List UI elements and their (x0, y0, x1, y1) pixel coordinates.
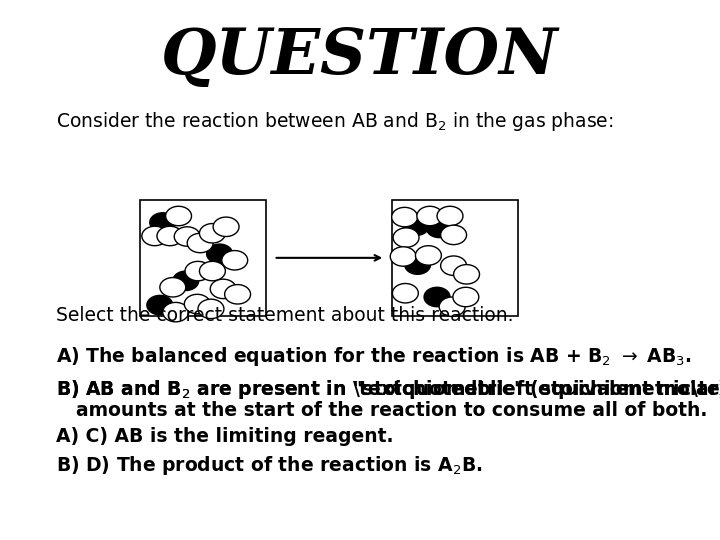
Bar (392, 200, 518, 316)
Circle shape (207, 244, 233, 264)
Circle shape (441, 256, 467, 275)
Text: B) AB and B$_2$ are present in "stoichiometric" (equivalent molar): B) AB and B$_2$ are present in "stoichio… (56, 379, 720, 401)
Circle shape (415, 246, 441, 265)
Circle shape (213, 217, 239, 237)
Circle shape (392, 284, 418, 303)
Text: amounts at the start of the reaction to consume all of both.: amounts at the start of the reaction to … (76, 401, 707, 420)
Circle shape (405, 255, 431, 274)
Circle shape (454, 265, 480, 284)
Circle shape (199, 261, 225, 281)
Circle shape (439, 297, 465, 316)
Circle shape (174, 227, 200, 246)
Circle shape (142, 226, 168, 246)
Circle shape (222, 251, 248, 270)
Bar (140, 200, 266, 316)
Circle shape (225, 285, 251, 304)
Circle shape (390, 247, 416, 266)
Circle shape (187, 233, 213, 253)
Circle shape (163, 302, 189, 322)
Text: Select the correct statement about this reaction.: Select the correct statement about this … (56, 306, 513, 326)
Circle shape (441, 225, 467, 245)
Circle shape (210, 279, 236, 299)
Text: A) The balanced equation for the reaction is AB + B$_2$ $\rightarrow$ AB$_3$.: A) The balanced equation for the reactio… (56, 345, 692, 368)
Circle shape (150, 213, 176, 232)
Circle shape (199, 224, 225, 243)
Text: Consider the reaction between AB and B$_2$ in the gas phase:: Consider the reaction between AB and B$_… (56, 110, 613, 133)
Circle shape (437, 206, 463, 226)
Circle shape (166, 206, 192, 226)
Circle shape (417, 206, 443, 226)
Circle shape (424, 287, 450, 307)
Circle shape (403, 216, 429, 235)
Text: QUESTION: QUESTION (161, 26, 559, 87)
Text: B) D) The product of the reaction is A$_2$B.: B) D) The product of the reaction is A$_… (56, 454, 482, 477)
Circle shape (426, 218, 452, 238)
Circle shape (147, 295, 173, 315)
Circle shape (184, 294, 210, 314)
Circle shape (393, 228, 419, 247)
Circle shape (173, 271, 199, 291)
Text: B) AB and B$_2$ are present in \textquotedblleft stoichiometric\textquotedblrigh: B) AB and B$_2$ are present in \textquot… (56, 379, 720, 401)
Circle shape (392, 207, 418, 227)
Circle shape (157, 226, 183, 246)
Circle shape (160, 278, 186, 297)
Circle shape (185, 261, 211, 281)
Circle shape (453, 287, 479, 307)
Text: A) C) AB is the limiting reagent.: A) C) AB is the limiting reagent. (56, 427, 394, 446)
Circle shape (198, 299, 224, 319)
